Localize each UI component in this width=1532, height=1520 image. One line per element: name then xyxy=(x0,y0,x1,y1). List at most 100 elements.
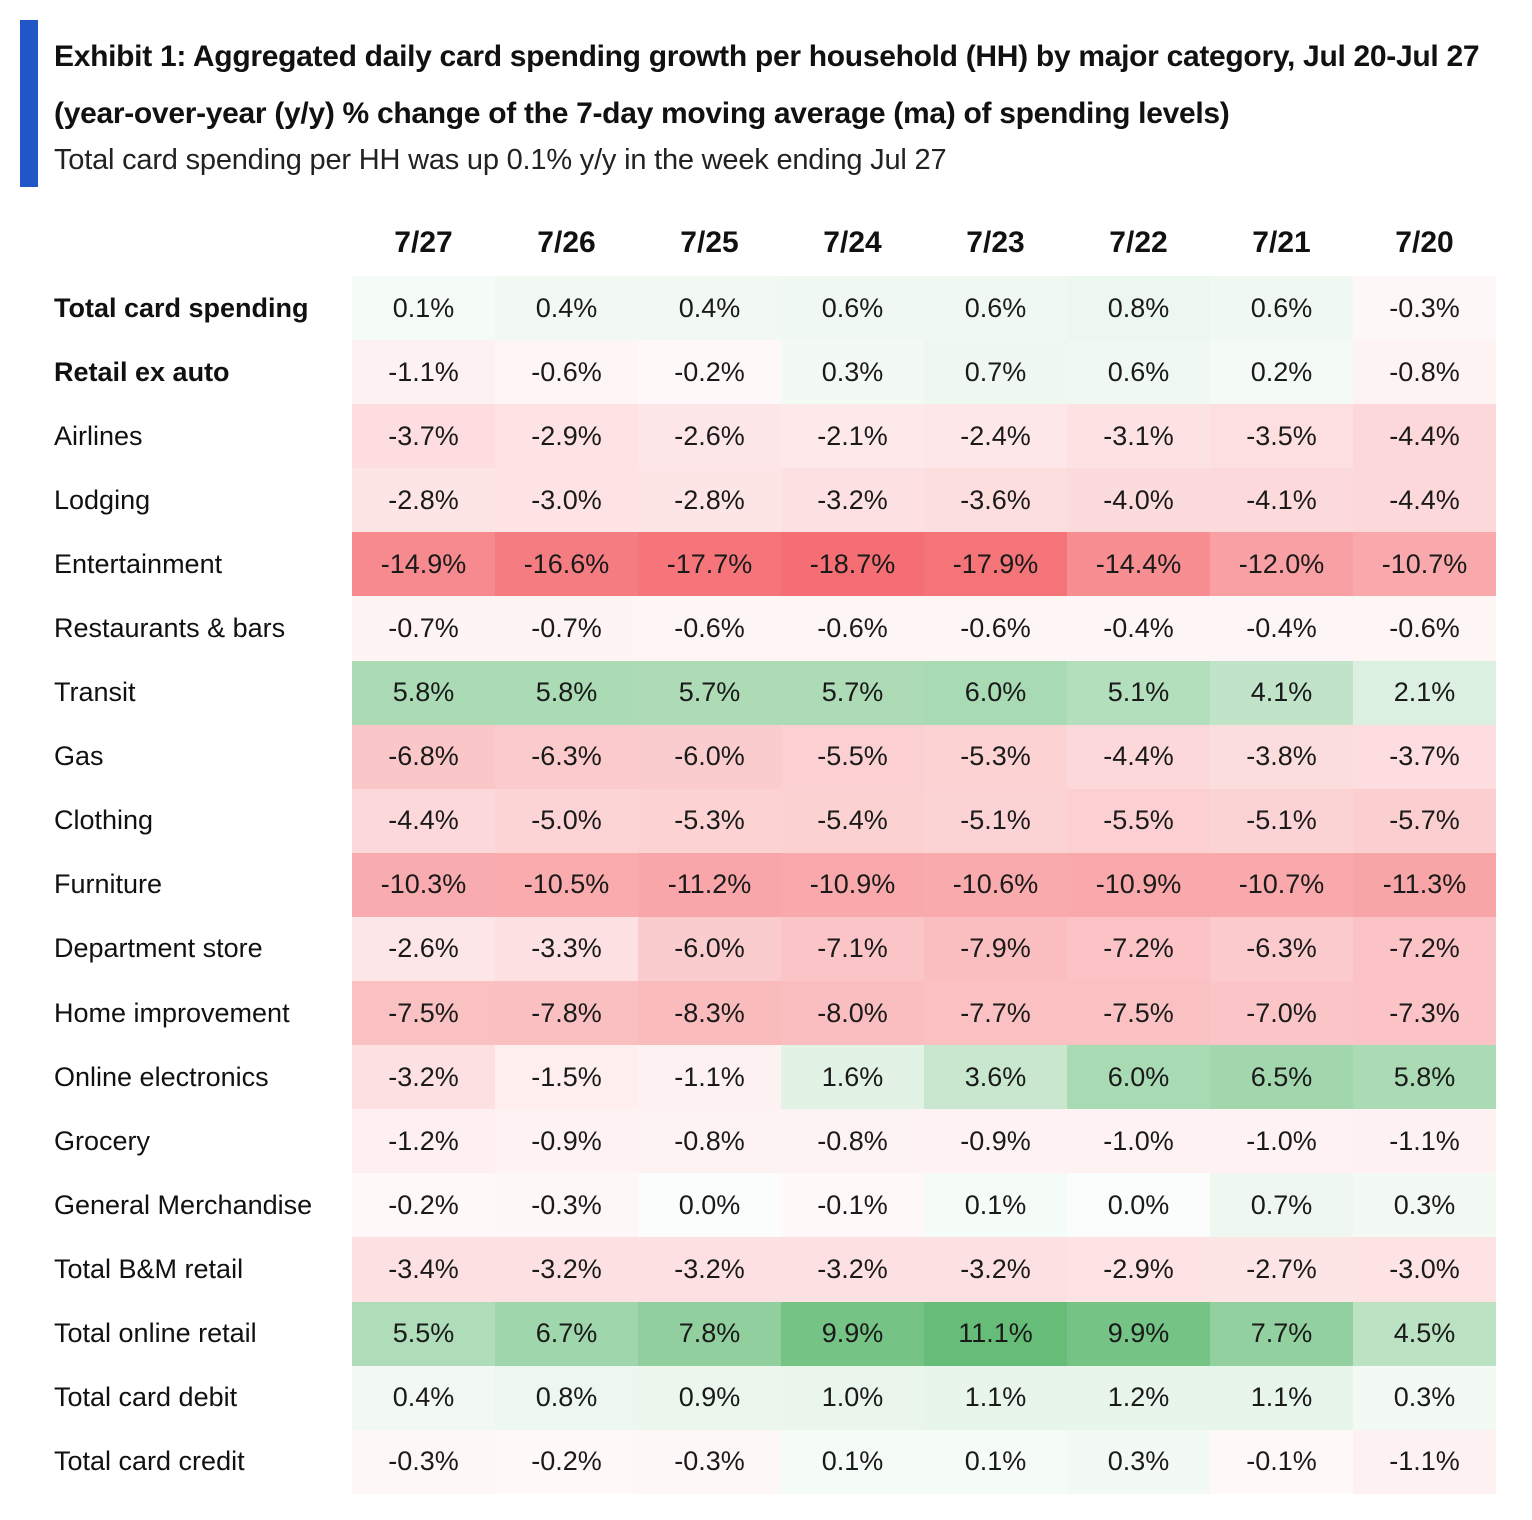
table-row: Transit 5.8% 5.8% 5.7% 5.7% 6.0% 5.1% 4.1% 2.1% xyxy=(54,660,1496,725)
heatmap-cell: 0.3% xyxy=(1353,1365,1496,1430)
heatmap-cell: -1.5% xyxy=(495,1045,638,1110)
heatmap-cell: -6.3% xyxy=(1210,916,1353,982)
heatmap-cell: 7.7% xyxy=(1210,1301,1353,1366)
heatmap-cell: -4.0% xyxy=(1067,468,1210,533)
heatmap-cell: 5.8% xyxy=(1353,1045,1496,1110)
row-label: General Merchandise xyxy=(54,1189,313,1220)
heatmap-cell: -7.7% xyxy=(924,981,1067,1046)
heatmap-cell: 0.3% xyxy=(1067,1429,1210,1494)
heatmap-cell: -2.6% xyxy=(638,404,781,469)
heatmap-cell: -5.3% xyxy=(924,724,1067,789)
heatmap-cell: -3.7% xyxy=(352,404,495,469)
heatmap-cell: -4.4% xyxy=(1353,468,1496,533)
heatmap-cell: -5.5% xyxy=(781,724,924,789)
heatmap-cell: -0.4% xyxy=(1067,596,1210,661)
heatmap-cell: -17.7% xyxy=(638,532,781,597)
heatmap-cell: -1.1% xyxy=(638,1045,781,1110)
heatmap-cell: -3.4% xyxy=(352,1237,495,1302)
heatmap-cell: -4.1% xyxy=(1210,468,1353,533)
heatmap-cell: 1.0% xyxy=(781,1365,924,1430)
heatmap-cell: -7.1% xyxy=(781,916,924,982)
table-row: Department store -2.6% -3.3% -6.0% -7.1% -7.9… xyxy=(54,916,1496,982)
heatmap-cell: 6.0% xyxy=(1067,1045,1210,1110)
heatmap-cell: -0.7% xyxy=(495,596,638,661)
heatmap-cell: -10.9% xyxy=(781,852,924,917)
heatmap-cell: 0.6% xyxy=(1067,340,1210,405)
heatmap-cell: -3.6% xyxy=(924,468,1067,533)
heatmap-cell: -4.4% xyxy=(1353,404,1496,469)
heatmap-cell: -6.0% xyxy=(638,724,781,789)
heatmap-cell: -3.7% xyxy=(1353,724,1496,789)
table-row: Lodging -2.8% -3.0% -2.8% -3.2% -3.6% -4.0% -4.… xyxy=(54,468,1496,533)
heatmap-cell: -2.4% xyxy=(924,404,1067,469)
heatmap-cell: 5.8% xyxy=(352,660,495,725)
heatmap-cell: 9.9% xyxy=(781,1301,924,1366)
heatmap-cell: -3.2% xyxy=(781,468,924,533)
heatmap-cell: -0.9% xyxy=(495,1109,638,1174)
heatmap-cell: 0.7% xyxy=(924,340,1067,405)
column-header: 7/21 xyxy=(1252,226,1311,259)
table-row: Airlines -3.7% -2.9% -2.6% -2.1% -2.4% -3.1% -3… xyxy=(54,404,1496,469)
heatmap-cell: -11.2% xyxy=(638,852,781,917)
heatmap-cell: -0.6% xyxy=(495,340,638,405)
heatmap-cell: -3.1% xyxy=(1067,404,1210,469)
heatmap-cell: 0.1% xyxy=(352,276,495,341)
heatmap-cell: 0.6% xyxy=(781,276,924,341)
row-label: Department store xyxy=(54,933,263,964)
heatmap-cell: -1.1% xyxy=(1353,1429,1496,1494)
heatmap-cell: 2.1% xyxy=(1353,660,1496,725)
heatmap-cell: 0.4% xyxy=(352,1365,495,1430)
table-row: Retail ex auto -1.1% -0.6% -0.2% 0.3% 0.7% 0.6… xyxy=(54,340,1496,405)
heatmap-cell: 0.4% xyxy=(495,276,638,341)
heatmap-cell: -3.5% xyxy=(1210,404,1353,469)
heatmap-cell: -14.9% xyxy=(352,532,495,597)
row-label: Total online retail xyxy=(54,1318,257,1349)
heatmap-cell: 4.5% xyxy=(1353,1301,1496,1366)
heatmap-cell: -0.3% xyxy=(1353,276,1496,341)
heatmap-cell: 0.6% xyxy=(924,276,1067,341)
heatmap-table: 7/27 7/26 7/25 7/24 7/23 7/22 7/21 7/20 … xyxy=(54,210,1496,1494)
column-header: 7/27 xyxy=(394,226,453,259)
heatmap-cell: -10.3% xyxy=(352,852,495,917)
heatmap-cell: -2.7% xyxy=(1210,1237,1353,1302)
row-label: Online electronics xyxy=(54,1061,269,1092)
corner-cell xyxy=(54,210,352,276)
heatmap-cell: -10.5% xyxy=(495,852,638,917)
row-label: Total card spending xyxy=(54,292,309,323)
heatmap-cell: 5.8% xyxy=(495,660,638,725)
heatmap-cell: -7.3% xyxy=(1353,981,1496,1046)
heatmap-cell: -0.3% xyxy=(352,1429,495,1494)
heatmap-cell: 1.1% xyxy=(1210,1365,1353,1430)
heatmap-cell: 0.4% xyxy=(638,276,781,341)
heatmap-cell: 1.1% xyxy=(924,1365,1067,1430)
heatmap-cell: -16.6% xyxy=(495,532,638,597)
heatmap-cell: -10.6% xyxy=(924,852,1067,917)
heatmap-cell: -5.4% xyxy=(781,788,924,853)
column-header: 7/25 xyxy=(680,226,739,259)
heatmap-cell: -0.6% xyxy=(781,596,924,661)
heatmap-cell: -6.8% xyxy=(352,724,495,789)
heatmap-cell: -2.9% xyxy=(495,404,638,469)
heatmap-cell: 0.1% xyxy=(924,1173,1067,1238)
row-label: Lodging xyxy=(54,484,151,515)
heatmap-cell: -0.6% xyxy=(1353,596,1496,661)
heatmap-cell: -3.3% xyxy=(495,916,638,982)
heatmap-cell: -5.1% xyxy=(1210,788,1353,853)
heatmap-cell: -1.0% xyxy=(1067,1109,1210,1174)
heatmap-cell: -5.1% xyxy=(924,788,1067,853)
heatmap-cell: 0.8% xyxy=(495,1365,638,1430)
heatmap-body: Total card spending 0.1% 0.4% 0.4% 0.6% 0.6% 0… xyxy=(54,276,1496,1494)
heatmap-cell: -0.7% xyxy=(352,596,495,661)
heatmap-cell: -8.3% xyxy=(638,981,781,1046)
heatmap-cell: 0.1% xyxy=(781,1429,924,1494)
heatmap-cell: -3.2% xyxy=(352,1045,495,1110)
heatmap-cell: -7.2% xyxy=(1067,916,1210,982)
heatmap-cell: -0.8% xyxy=(638,1109,781,1174)
heatmap-cell: 0.1% xyxy=(924,1429,1067,1494)
heatmap-cell: -1.0% xyxy=(1210,1109,1353,1174)
heatmap-cell: -11.3% xyxy=(1353,852,1496,917)
heatmap-cell: -10.9% xyxy=(1067,852,1210,917)
row-label: Total B&M retail xyxy=(54,1253,244,1284)
heatmap-cell: -2.9% xyxy=(1067,1237,1210,1302)
heatmap-cell: -12.0% xyxy=(1210,532,1353,597)
